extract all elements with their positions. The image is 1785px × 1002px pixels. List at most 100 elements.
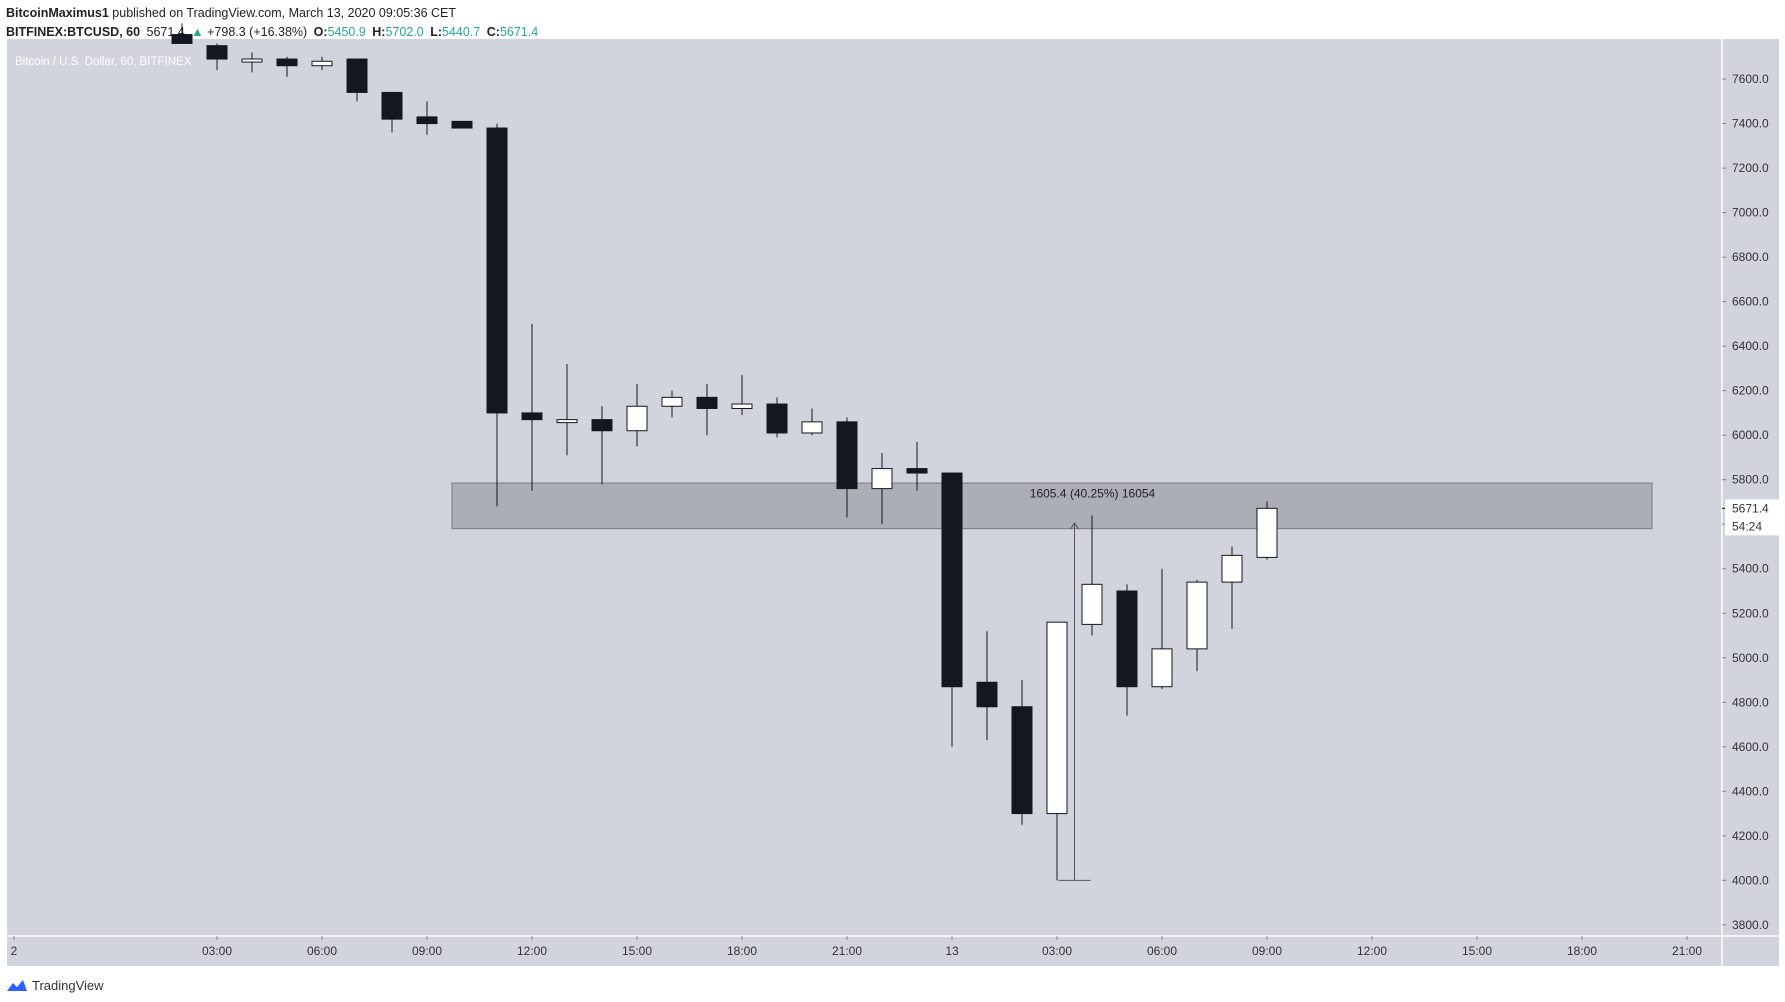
candle-body xyxy=(591,419,613,432)
y-tick-label: 5200.0 xyxy=(1732,606,1769,620)
candle-body xyxy=(906,468,928,474)
candle-body xyxy=(206,45,228,60)
open-value: 5450.9 xyxy=(327,25,366,39)
candle[interactable] xyxy=(206,43,228,71)
candle-body xyxy=(381,91,403,120)
candle-body xyxy=(486,127,508,414)
candle[interactable] xyxy=(976,631,998,741)
candle[interactable] xyxy=(591,406,613,485)
open-label: O: xyxy=(313,25,328,39)
last-price-tag-label: 5671.4 xyxy=(1732,501,1769,515)
candle[interactable] xyxy=(1046,621,1068,881)
candle[interactable] xyxy=(731,375,753,416)
x-tick-label: 21:00 xyxy=(832,944,862,958)
measure-arrow-icon xyxy=(1070,522,1079,530)
x-tick-label: 06:00 xyxy=(1147,944,1177,958)
candle-body xyxy=(1011,706,1033,815)
countdown-label: 54:24 xyxy=(1732,519,1762,533)
candle-body xyxy=(556,419,578,424)
measure-label: 1605.4 (40.25%) 16054 xyxy=(1030,487,1156,501)
footer-brand[interactable]: TradingView xyxy=(6,978,104,993)
y-tick-label: 7000.0 xyxy=(1732,206,1769,220)
candle[interactable] xyxy=(1221,546,1243,629)
candle-body xyxy=(1186,581,1208,650)
candle[interactable] xyxy=(661,390,683,418)
x-tick-label: 09:00 xyxy=(1252,944,1282,958)
candle[interactable] xyxy=(1186,579,1208,672)
author-name[interactable]: BitcoinMaximus1 xyxy=(6,6,109,20)
close-label: C: xyxy=(486,25,500,39)
candle[interactable] xyxy=(416,101,438,135)
x-tick-label: 12:00 xyxy=(1357,944,1387,958)
candle[interactable] xyxy=(346,58,368,102)
footer-brand-label: TradingView xyxy=(32,978,104,993)
x-tick-label: 18:00 xyxy=(727,944,757,958)
x-tick-label: 06:00 xyxy=(307,944,337,958)
price-axis[interactable] xyxy=(1722,39,1779,936)
resistance-zone[interactable] xyxy=(451,482,1653,530)
candle[interactable] xyxy=(801,408,823,436)
candle-body xyxy=(416,116,438,125)
candle[interactable] xyxy=(241,52,263,73)
x-tick-label: 21:00 xyxy=(1672,944,1702,958)
candle-body xyxy=(1081,583,1103,625)
y-tick-label: 6600.0 xyxy=(1732,295,1769,309)
candle[interactable] xyxy=(871,453,893,525)
y-tick-label: 4000.0 xyxy=(1732,873,1769,887)
high-value: 5702.0 xyxy=(385,25,424,39)
candle[interactable] xyxy=(696,384,718,436)
low-label: L: xyxy=(430,25,443,39)
countdown-tag xyxy=(1725,517,1779,536)
candle-body xyxy=(1116,590,1138,688)
candle[interactable] xyxy=(521,323,543,491)
y-tick-label: 7600.0 xyxy=(1732,72,1769,86)
y-tick-label: 4400.0 xyxy=(1732,784,1769,798)
y-tick-label: 7400.0 xyxy=(1732,117,1769,131)
candle-body xyxy=(696,396,718,409)
candle[interactable] xyxy=(906,441,928,491)
y-tick-label: 6000.0 xyxy=(1732,428,1769,442)
y-tick-label: 6400.0 xyxy=(1732,339,1769,353)
candle-body xyxy=(171,34,193,44)
candle[interactable] xyxy=(1011,680,1033,825)
y-tick-label: 4600.0 xyxy=(1732,740,1769,754)
candle-body xyxy=(276,58,298,67)
candle[interactable] xyxy=(171,23,193,44)
candle[interactable] xyxy=(626,384,648,447)
time-axis[interactable] xyxy=(7,936,1779,966)
candle[interactable] xyxy=(836,417,858,518)
candle[interactable] xyxy=(381,91,403,133)
candle-body xyxy=(521,412,543,421)
candle-body xyxy=(1046,621,1068,815)
y-tick-label: 7200.0 xyxy=(1732,161,1769,175)
candle[interactable] xyxy=(766,397,788,438)
candle-body xyxy=(1151,648,1173,688)
y-tick-label: 4800.0 xyxy=(1732,695,1769,709)
y-tick-label: 5800.0 xyxy=(1732,473,1769,487)
candle[interactable] xyxy=(1116,584,1138,716)
x-tick-label: 03:00 xyxy=(202,944,232,958)
candle[interactable] xyxy=(451,120,473,129)
candle[interactable] xyxy=(556,363,578,456)
candle-body xyxy=(241,58,263,63)
candle[interactable] xyxy=(1081,515,1103,636)
candle[interactable] xyxy=(311,56,333,71)
candle[interactable] xyxy=(276,56,298,77)
y-tick-label: 3800.0 xyxy=(1732,918,1769,932)
published-text: published on TradingView.com, March 13, … xyxy=(112,6,457,20)
close-value: 5671.4 xyxy=(499,25,539,39)
candle-body xyxy=(941,472,963,688)
x-tick-label: 13 xyxy=(945,944,959,958)
candle-body xyxy=(1256,507,1278,558)
candle[interactable] xyxy=(1256,501,1278,560)
y-tick-label: 5400.0 xyxy=(1732,562,1769,576)
candle[interactable] xyxy=(941,472,963,747)
last-price-tag xyxy=(1725,499,1779,518)
candle-body xyxy=(976,681,998,708)
price-change: +798.3 (+16.38%) xyxy=(207,25,308,39)
candle-body xyxy=(311,60,333,67)
candle[interactable] xyxy=(1151,568,1173,689)
candle[interactable] xyxy=(486,123,508,507)
y-tick-label: 5000.0 xyxy=(1732,651,1769,665)
